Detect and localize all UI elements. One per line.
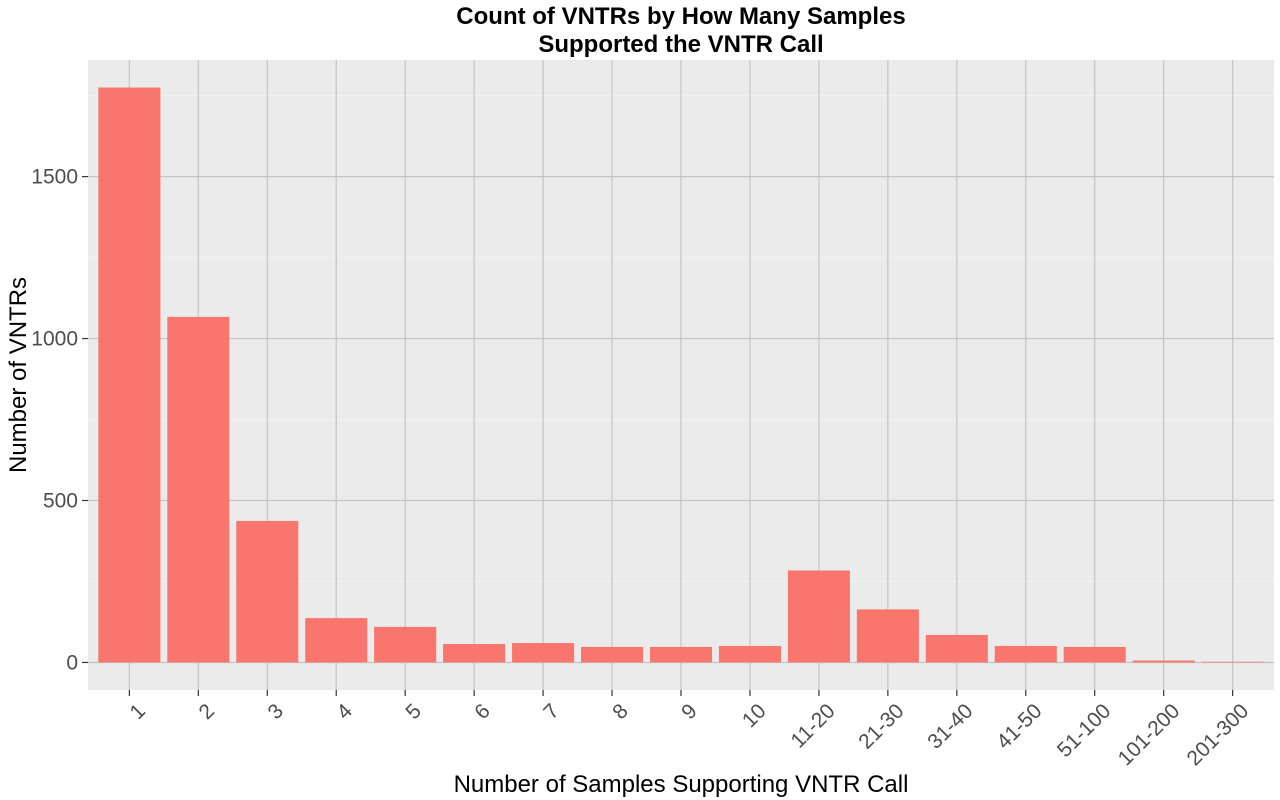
bar xyxy=(994,645,1057,663)
x-tick-label: 51-100 xyxy=(1053,699,1116,762)
bar xyxy=(1201,661,1264,663)
x-tick-label: 31-40 xyxy=(923,699,977,753)
bar xyxy=(236,520,299,663)
bar xyxy=(443,644,506,663)
bar xyxy=(305,618,368,663)
bar xyxy=(856,609,919,663)
x-tick-label: 101-200 xyxy=(1114,699,1185,770)
bar xyxy=(649,646,713,663)
bar xyxy=(1132,660,1195,663)
y-tick-label: 0 xyxy=(66,651,78,674)
bar xyxy=(787,570,850,663)
bar xyxy=(925,634,988,663)
bar xyxy=(512,643,575,663)
y-tick-label: 1500 xyxy=(31,166,78,189)
x-tick-label: 2 xyxy=(195,699,220,724)
x-tick-label: 6 xyxy=(470,699,495,724)
bar xyxy=(581,646,644,663)
bar xyxy=(98,87,161,663)
x-tick-label: 1 xyxy=(126,699,151,724)
x-tick-label: 41-50 xyxy=(992,699,1046,753)
x-tick-label: 8 xyxy=(608,699,633,724)
x-tick-label: 10 xyxy=(738,699,771,732)
x-tick-label: 4 xyxy=(332,699,357,724)
y-tick-label: 1000 xyxy=(31,328,78,351)
x-tick-label: 21-30 xyxy=(854,699,908,753)
y-axis-label: Number of VNTRs xyxy=(5,277,32,473)
x-tick-label: 7 xyxy=(539,699,564,724)
x-tick-label: 201-300 xyxy=(1183,699,1254,770)
bar xyxy=(1063,646,1126,663)
x-tick-label: 9 xyxy=(677,699,702,724)
bar xyxy=(374,626,437,663)
x-axis-ticks: 1 2 3 4 5 6 7 8 9 10 11-20 21-30 31-40 41-50 51-100101… xyxy=(126,690,1254,770)
x-tick-label: 3 xyxy=(263,699,288,724)
y-tick-label: 500 xyxy=(43,490,78,513)
x-axis-label: Number of Samples Supporting VNTR Call xyxy=(454,771,909,798)
bar xyxy=(718,645,781,663)
bars xyxy=(98,87,1264,663)
chart-title-line-1: Count of VNTRs by How Many Samples xyxy=(456,3,905,30)
y-axis-ticks: 0 500 1000 1500 xyxy=(31,166,88,674)
x-tick-label: 11-20 xyxy=(786,699,839,752)
bar xyxy=(167,316,230,663)
chart-title-line-2: Supported the VNTR Call xyxy=(538,31,823,58)
x-tick-label: 5 xyxy=(401,699,426,724)
